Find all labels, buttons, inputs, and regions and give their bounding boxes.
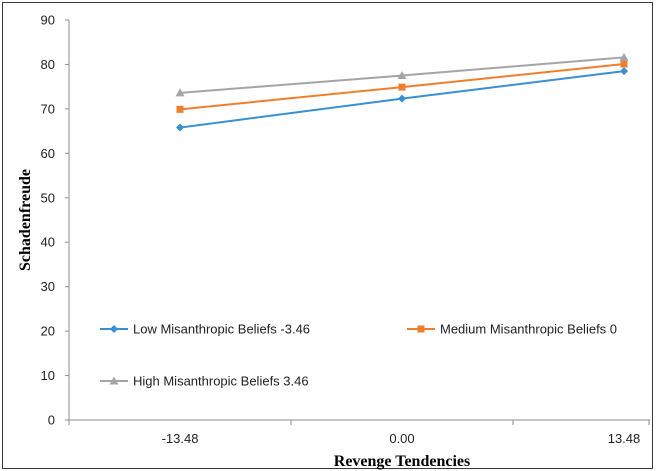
- data-point: [620, 60, 628, 68]
- data-point: [176, 105, 184, 113]
- y-tick-label: 60: [41, 146, 55, 161]
- legend: Low Misanthropic Beliefs -3.46 Medium Mis…: [100, 322, 617, 389]
- data-point: [397, 71, 407, 80]
- y-tick-label: 20: [41, 324, 55, 339]
- y-tick-label: 40: [41, 235, 55, 250]
- series-layer: [175, 52, 629, 132]
- y-axis: 0 10 20 30 40 50 60 70 80 90: [41, 13, 70, 428]
- x-axis-title: Revenge Tendencies: [334, 453, 470, 470]
- legend-item: Medium Misanthropic Beliefs 0: [407, 322, 617, 337]
- series-2: [176, 60, 628, 113]
- legend-swatch-marker: [417, 325, 425, 333]
- legend-label: High Misanthropic Beliefs 3.46: [133, 374, 309, 389]
- series-1: [176, 67, 628, 132]
- legend-label: Low Misanthropic Beliefs -3.46: [133, 322, 310, 337]
- y-tick-label: 50: [41, 190, 55, 205]
- x-tick-label: 13.48: [608, 431, 641, 446]
- legend-item: Low Misanthropic Beliefs -3.46: [100, 322, 310, 337]
- x-tick-label: 0.00: [389, 431, 414, 446]
- data-point: [398, 83, 406, 91]
- y-tick-label: 80: [41, 57, 55, 72]
- data-point: [175, 88, 185, 97]
- data-point: [398, 94, 406, 103]
- data-point: [176, 123, 184, 132]
- y-tick-label: 30: [41, 279, 55, 294]
- y-axis-title: Schadenfreude: [17, 169, 34, 271]
- legend-label: Medium Misanthropic Beliefs 0: [440, 322, 617, 337]
- legend-item: High Misanthropic Beliefs 3.46: [100, 374, 309, 389]
- y-tick-label: 70: [41, 101, 55, 116]
- legend-swatch-marker: [109, 376, 119, 385]
- legend-swatch-marker: [110, 325, 118, 333]
- data-point: [619, 52, 629, 61]
- series-3: [175, 52, 629, 97]
- x-tick-label: -13.48: [162, 431, 199, 446]
- y-tick-label: 10: [41, 368, 55, 383]
- y-tick-label: 0: [48, 413, 55, 428]
- y-tick-label: 90: [41, 13, 55, 28]
- x-axis: -13.48 0.00 13.48: [68, 419, 650, 446]
- data-point: [620, 67, 628, 76]
